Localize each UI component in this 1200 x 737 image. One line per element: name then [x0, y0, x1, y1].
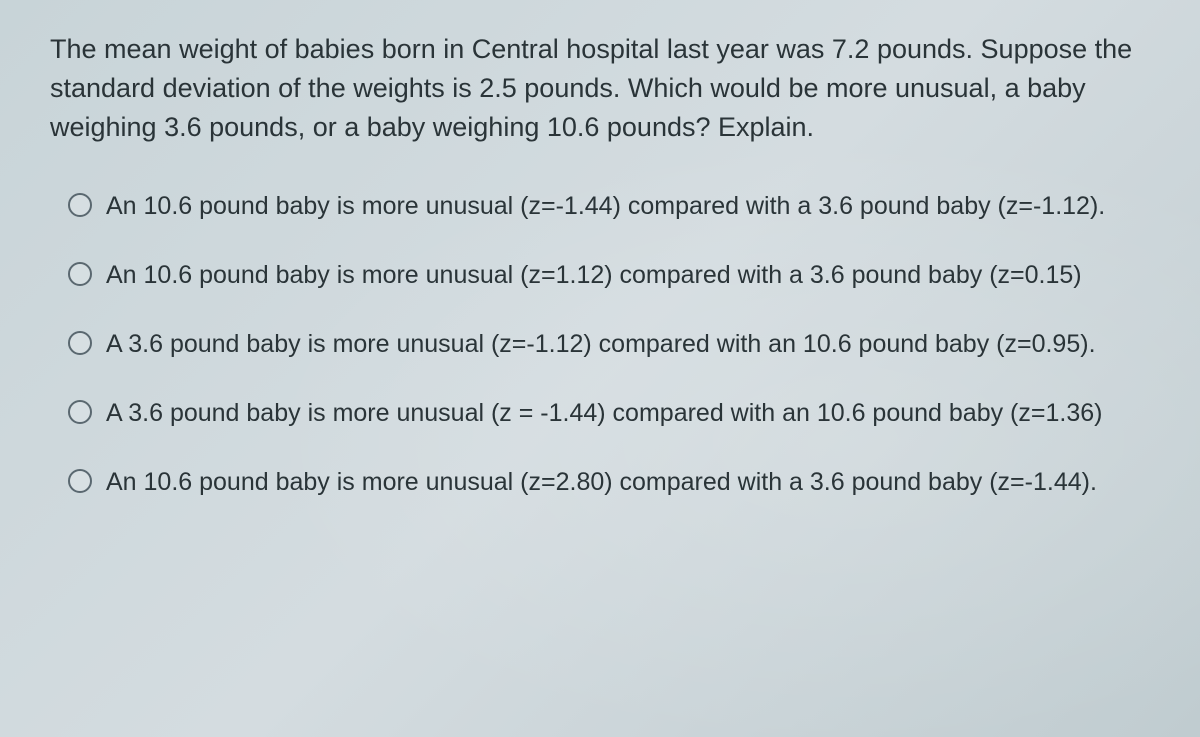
option-row: A 3.6 pound baby is more unusual (z = -1…: [50, 396, 1150, 431]
option-row: An 10.6 pound baby is more unusual (z=-1…: [50, 189, 1150, 224]
option-row: A 3.6 pound baby is more unusual (z=-1.1…: [50, 327, 1150, 362]
radio-button-4[interactable]: [68, 400, 92, 424]
option-label: An 10.6 pound baby is more unusual (z=-1…: [106, 189, 1105, 224]
options-list: An 10.6 pound baby is more unusual (z=-1…: [50, 189, 1150, 500]
radio-button-3[interactable]: [68, 331, 92, 355]
question-prompt: The mean weight of babies born in Centra…: [50, 30, 1150, 147]
option-label: A 3.6 pound baby is more unusual (z = -1…: [106, 396, 1102, 431]
option-row: An 10.6 pound baby is more unusual (z=1.…: [50, 258, 1150, 293]
option-label: An 10.6 pound baby is more unusual (z=2.…: [106, 465, 1097, 500]
option-label: A 3.6 pound baby is more unusual (z=-1.1…: [106, 327, 1096, 362]
radio-button-2[interactable]: [68, 262, 92, 286]
option-row: An 10.6 pound baby is more unusual (z=2.…: [50, 465, 1150, 500]
option-label: An 10.6 pound baby is more unusual (z=1.…: [106, 258, 1082, 293]
radio-button-1[interactable]: [68, 193, 92, 217]
radio-button-5[interactable]: [68, 469, 92, 493]
